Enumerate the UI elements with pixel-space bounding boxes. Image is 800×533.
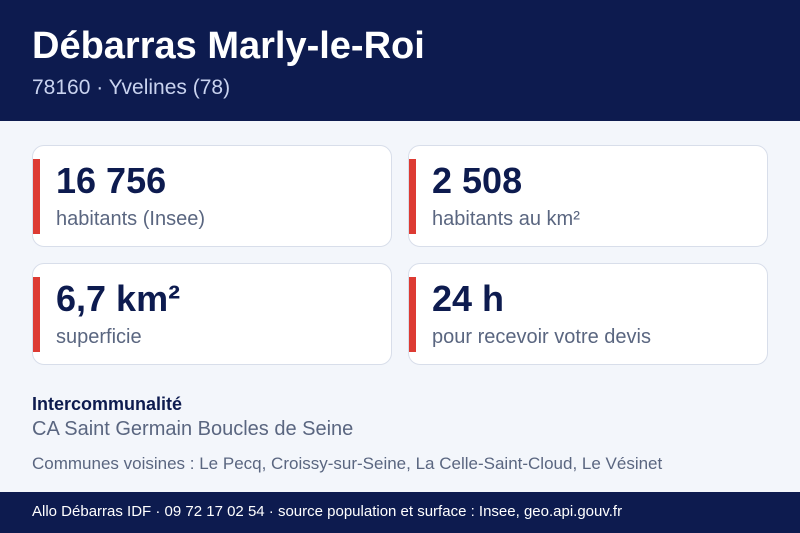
- stat-value: 2 508: [432, 160, 523, 201]
- stat-card-population: 16 756 habitants (Insee): [32, 145, 392, 247]
- stat-value: 6,7 km²: [56, 278, 181, 319]
- stat-value: 24 h: [432, 278, 505, 319]
- card-accent-bar: [33, 159, 40, 234]
- intercommunalite-value: CA Saint Germain Boucles de Seine: [32, 418, 354, 440]
- card-accent-bar: [409, 277, 416, 352]
- page-title: Débarras Marly-le-Roi: [32, 25, 425, 67]
- stat-label: pour recevoir votre devis: [432, 326, 651, 348]
- stat-value: 16 756: [56, 160, 167, 201]
- page-header: Débarras Marly-le-Roi 78160 · Yvelines (…: [0, 0, 800, 121]
- page-footer: Allo Débarras IDF · 09 72 17 02 54 · sou…: [0, 492, 800, 533]
- stat-card-area: 6,7 km² superficie: [32, 263, 392, 365]
- stat-label: superficie: [56, 326, 142, 348]
- stat-label: habitants au km²: [432, 208, 580, 230]
- card-accent-bar: [409, 159, 416, 234]
- stat-label: habitants (Insee): [56, 208, 205, 230]
- card-accent-bar: [33, 277, 40, 352]
- intercommunalite-heading: Intercommunalité: [32, 394, 183, 414]
- stat-card-density: 2 508 habitants au km²: [408, 145, 768, 247]
- page-subtitle: 78160 · Yvelines (78): [32, 76, 231, 99]
- stat-card-quote-delay: 24 h pour recevoir votre devis: [408, 263, 768, 365]
- neighboring-communes: Communes voisines : Le Pecq, Croissy-sur…: [32, 454, 663, 473]
